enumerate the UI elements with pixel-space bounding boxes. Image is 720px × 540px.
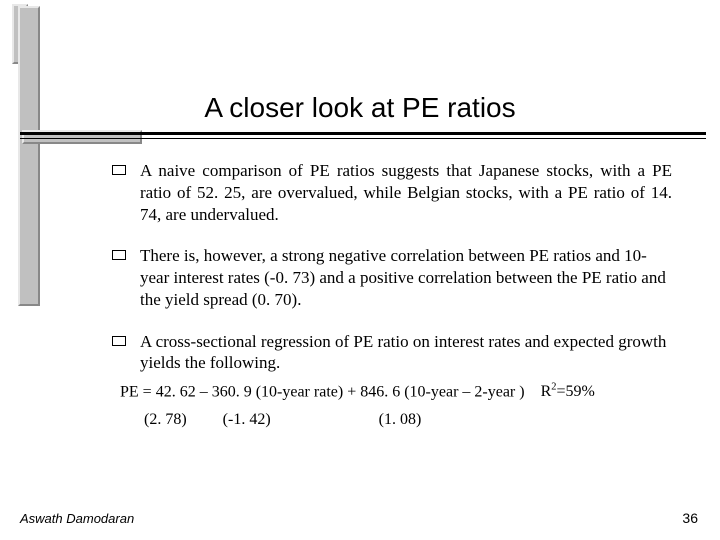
bullet-item: A cross-sectional regression of PE ratio…	[112, 331, 672, 375]
equation-formula: PE = 42. 62 – 360. 9 (10-year rate) + 84…	[120, 383, 525, 400]
title-rule-thick	[20, 132, 706, 135]
bullet-box-icon	[112, 336, 126, 346]
slide-body: A naive comparison of PE ratios suggests…	[112, 160, 672, 432]
bullet-text: There is, however, a strong negative cor…	[140, 245, 672, 310]
footer-author: Aswath Damodaran	[20, 511, 134, 526]
equation-rsq: R2=59%	[541, 383, 595, 400]
slide-title: A closer look at PE ratios	[0, 92, 720, 124]
bullet-text: A naive comparison of PE ratios suggests…	[140, 160, 672, 225]
equation-tstats: (2. 78) (-1. 42) (1. 08)	[120, 408, 672, 432]
bullet-box-icon	[112, 165, 126, 175]
title-rule-thin	[20, 138, 706, 139]
footer-page: 36	[682, 510, 698, 526]
bullet-text: A cross-sectional regression of PE ratio…	[140, 331, 672, 375]
accent-bar-vertical	[18, 6, 40, 306]
equation-line: PE = 42. 62 – 360. 9 (10-year rate) + 84…	[120, 380, 672, 404]
bullet-box-icon	[112, 250, 126, 260]
bullet-item: A naive comparison of PE ratios suggests…	[112, 160, 672, 225]
slide: A closer look at PE ratios A naive compa…	[0, 0, 720, 540]
bullet-item: There is, however, a strong negative cor…	[112, 245, 672, 310]
